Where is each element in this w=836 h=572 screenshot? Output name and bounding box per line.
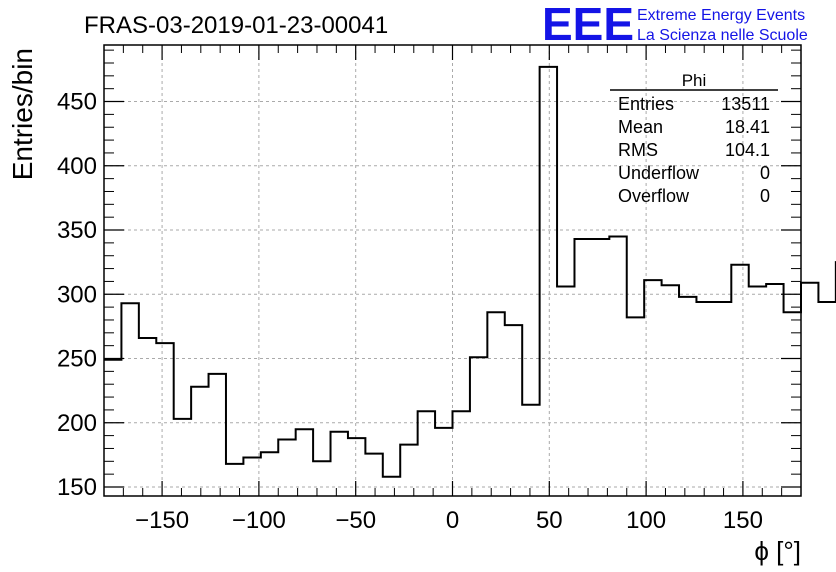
stats-value-underflow: 0 <box>760 163 770 183</box>
x-tick-label: −50 <box>335 507 376 534</box>
tick-labels: −150 −100 −50 0 50 100 150 150 200 250 300 350 400 45… <box>57 89 763 534</box>
y-tick-label: 400 <box>57 153 97 180</box>
stats-box-name: Phi <box>682 71 707 90</box>
eee-logo: EEE Extreme Energy Events La Scienza nel… <box>542 0 808 50</box>
plot-frame <box>103 44 802 497</box>
stats-box: Phi Entries 13511 Mean 18.41 RMS 104.1 U… <box>610 71 778 206</box>
stats-value-rms: 104.1 <box>725 140 770 160</box>
x-tick-label: 0 <box>446 507 459 534</box>
y-tick-label: 200 <box>57 410 97 437</box>
logo-line-2: La Scienza nelle Scuole <box>637 27 808 44</box>
stats-value-mean: 18.41 <box>725 117 770 137</box>
axis-ticks <box>103 45 802 496</box>
y-axis-label: Entries/bin <box>7 48 38 180</box>
stats-value-overflow: 0 <box>760 186 770 206</box>
eee-logo-mark: EEE <box>542 0 634 50</box>
x-axis-label: ϕ [°] <box>754 536 801 566</box>
y-tick-label: 300 <box>57 281 97 308</box>
y-tick-label: 250 <box>57 346 97 373</box>
logo-line-1: Extreme Energy Events <box>637 7 805 24</box>
x-tick-label: −150 <box>135 507 189 534</box>
histogram-line <box>104 65 836 478</box>
chart-title: FRAS-03-2019-01-23-00041 <box>84 12 388 39</box>
stats-value-entries: 13511 <box>721 94 770 114</box>
x-tick-label: 50 <box>536 507 563 534</box>
stats-label-overflow: Overflow <box>618 186 690 206</box>
x-tick-label: 150 <box>723 507 763 534</box>
y-tick-label: 350 <box>57 217 97 244</box>
x-tick-label: 100 <box>626 507 666 534</box>
stats-label-underflow: Underflow <box>618 163 700 183</box>
stats-label-mean: Mean <box>618 117 663 137</box>
y-tick-label: 150 <box>57 474 97 501</box>
x-tick-label: −100 <box>232 507 286 534</box>
stats-label-rms: RMS <box>618 140 658 160</box>
y-tick-label: 450 <box>57 89 97 116</box>
stats-label-entries: Entries <box>618 94 674 114</box>
